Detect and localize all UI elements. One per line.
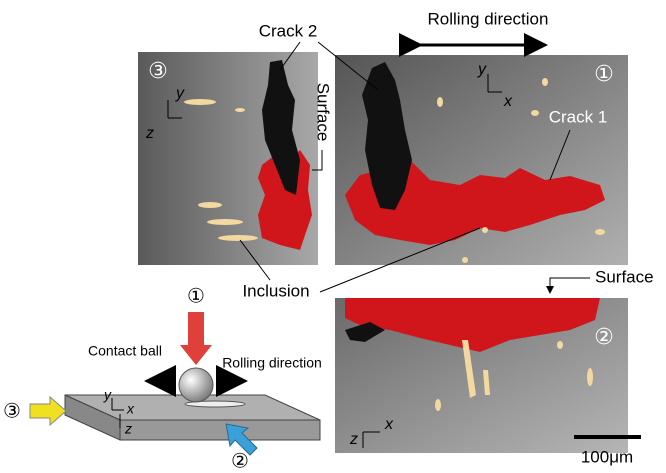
surface-label: Surface [314, 83, 333, 142]
axis-label: z [124, 421, 132, 437]
plate-front [120, 420, 320, 440]
panel-marker: ③ [148, 59, 168, 84]
crack-2-label: Crack 2 [259, 21, 318, 40]
view-1-arrow [180, 312, 212, 365]
contact-ball-label: Contact ball [88, 343, 162, 359]
rolling-direction-label: Rolling direction [428, 9, 549, 28]
axis-label: z [145, 125, 154, 142]
view-marker: ③ [3, 399, 21, 423]
panel-2: ② z x 100μm [335, 298, 641, 466]
crack-1-label: Crack 1 [549, 107, 608, 126]
schematic: ① Contact ball Rolling direction ③ ② y x… [3, 284, 322, 473]
axis-label: y [477, 61, 487, 78]
figure: ③ y z ① y x ② z x 100μm Crack 2 Rolling … [0, 0, 666, 473]
axis-label: x [503, 93, 513, 110]
surface-label: Surface [595, 267, 654, 286]
surface-pointer [550, 278, 590, 293]
axis-label: x [126, 401, 135, 417]
axis-label: z [349, 431, 358, 448]
panel-3: ③ y z [138, 52, 318, 265]
inclusion-label: Inclusion [242, 281, 309, 300]
panel-1: ① y x [335, 55, 628, 265]
view-3-arrow [30, 397, 66, 425]
axis-label: x [384, 416, 394, 433]
scale-label: 100μm [581, 447, 633, 466]
axis-label: y [175, 85, 185, 102]
contact-ball [179, 368, 213, 402]
view-marker: ② [231, 449, 249, 473]
panel-marker: ① [594, 62, 614, 87]
panel-marker: ② [594, 325, 614, 350]
view-marker: ① [187, 284, 205, 308]
axis-label: y [103, 387, 112, 403]
rolling-direction-label: Rolling direction [222, 355, 322, 371]
